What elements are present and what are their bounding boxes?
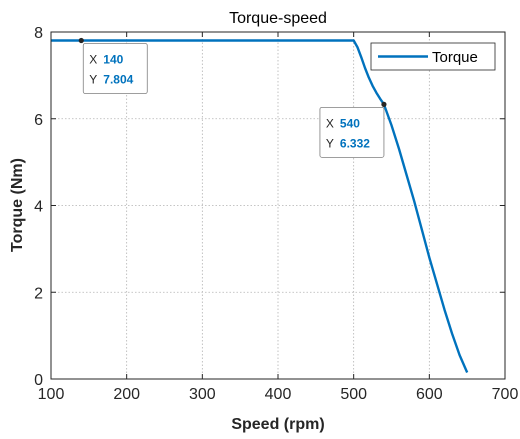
series-line-0[interactable] bbox=[51, 39, 469, 373]
datatip-marker-1[interactable] bbox=[381, 101, 387, 107]
legend-box bbox=[370, 42, 496, 71]
axes bbox=[50, 31, 506, 380]
y-axis-title: Torque (Nm) bbox=[9, 158, 26, 252]
x-axis-title: Speed (rpm) bbox=[231, 416, 324, 433]
datatip-y-label-1: Y bbox=[326, 136, 334, 150]
y-tick-label-4: 8 bbox=[34, 25, 43, 42]
y-tick-label-2: 4 bbox=[34, 199, 43, 216]
x-tick-label-2: 300 bbox=[189, 386, 216, 403]
chart-title: Torque-speed bbox=[229, 10, 327, 27]
x-tick-label-4: 500 bbox=[340, 386, 367, 403]
datatip-box-0 bbox=[82, 43, 148, 94]
grid bbox=[51, 32, 505, 379]
series-layer bbox=[51, 39, 469, 373]
datatip-0[interactable]: X 140 Y 7.804 bbox=[78, 37, 148, 94]
datatip-marker-0[interactable] bbox=[78, 37, 84, 44]
datatip-x-value-0: 140 bbox=[103, 53, 123, 67]
datatip-x-value-1: 540 bbox=[340, 116, 360, 130]
legend[interactable]: Torque bbox=[370, 42, 496, 71]
datatip-box-1 bbox=[319, 106, 385, 158]
tick-labels: 100 200 300 400 500 600 700 0 2 4 6 8 bbox=[34, 25, 518, 403]
datatip-y-value-0: 7.804 bbox=[103, 73, 133, 87]
y-tick-label-0: 0 bbox=[34, 372, 43, 389]
y-tick-label-3: 6 bbox=[34, 112, 43, 129]
datatip-y-value-1: 6.332 bbox=[340, 136, 370, 150]
x-tick-label-5: 600 bbox=[416, 386, 443, 403]
datatip-layer: X 140 Y 7.804 X 540 Y 6.332 bbox=[78, 37, 387, 158]
x-tick-label-1: 200 bbox=[113, 386, 140, 403]
x-tick-label-0: 100 bbox=[38, 386, 65, 403]
legend-label: Torque bbox=[432, 49, 478, 66]
datatip-y-label-0: Y bbox=[89, 73, 97, 87]
y-tick-label-1: 2 bbox=[34, 285, 43, 302]
x-tick-label-3: 400 bbox=[265, 386, 292, 403]
x-tick-label-6: 700 bbox=[492, 386, 519, 403]
datatip-x-label-0: X bbox=[89, 53, 97, 67]
datatip-x-label-1: X bbox=[326, 116, 334, 130]
datatip-1[interactable]: X 540 Y 6.332 bbox=[319, 101, 387, 158]
